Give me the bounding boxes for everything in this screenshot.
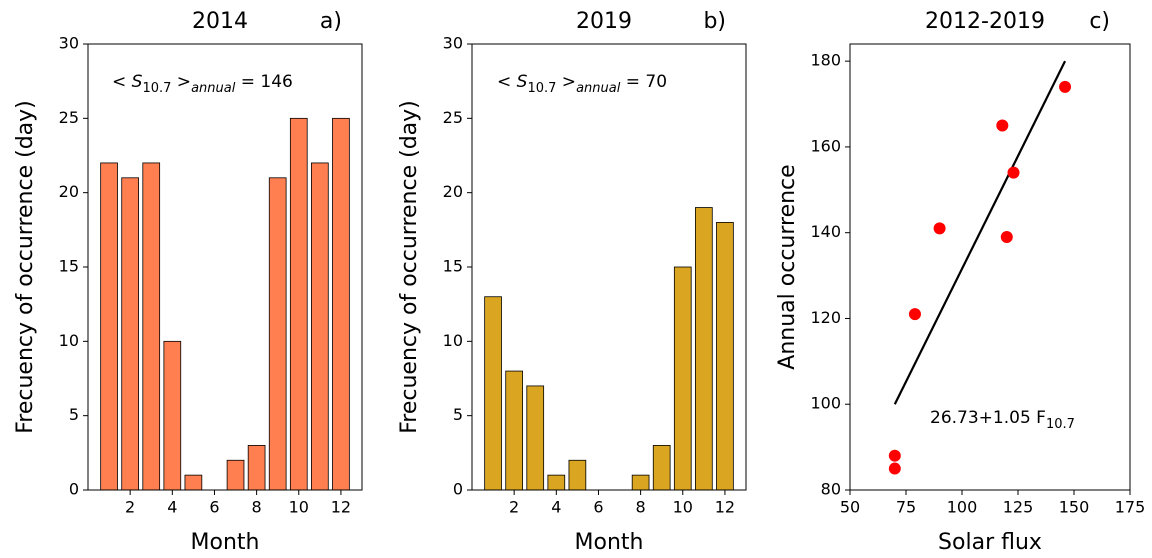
x-tick-label: 10 [289, 498, 309, 517]
x-tick-label: 6 [593, 498, 603, 517]
y-tick-label: 80 [821, 480, 841, 499]
annotation-part: 10.7 [527, 81, 556, 96]
bar [716, 221, 734, 491]
fit-line [893, 60, 1067, 405]
x-tick-label: 2 [509, 498, 519, 517]
x-tick-label: 150 [1059, 498, 1090, 517]
x-tick-label: 125 [1003, 498, 1034, 517]
y-tick-label: 0 [453, 480, 463, 499]
bar [142, 162, 161, 491]
y-tick-label: 20 [59, 182, 79, 201]
annotation-part: > [556, 72, 576, 92]
x-axis-label: Month [191, 530, 260, 555]
y-tick-label: 15 [443, 257, 463, 276]
y-tick-label: 20 [443, 182, 463, 201]
chart-title: 2012-2019 [925, 9, 1045, 34]
bar [332, 117, 350, 491]
bar [505, 370, 523, 491]
bar [673, 266, 692, 491]
bar [311, 162, 329, 491]
chart-title: 2019 [576, 9, 632, 34]
y-tick-label: 10 [59, 331, 79, 350]
bar [484, 296, 502, 491]
x-tick-label: 2 [125, 498, 135, 517]
x-tick-label: 10 [673, 498, 693, 517]
y-tick-label: 140 [810, 222, 841, 241]
annotation-part: > [171, 72, 191, 92]
bar [289, 117, 308, 491]
point [996, 119, 1009, 132]
x-tick-label: 175 [1115, 498, 1146, 517]
x-axis-label: Solar flux [938, 530, 1042, 555]
annotation-part: 10.7 [142, 81, 171, 96]
x-tick-label: 50 [840, 498, 860, 517]
x-tick-label: 12 [715, 498, 735, 517]
bar [695, 207, 713, 491]
annotation-part: < [112, 72, 132, 92]
annotation-part: S [517, 72, 528, 92]
bar [121, 177, 139, 491]
point [908, 308, 921, 321]
annotation: 26.73+1.05 F10.7 [930, 408, 1075, 432]
x-tick-label: 4 [167, 498, 177, 517]
bar [526, 385, 545, 491]
x-tick-label: 4 [551, 498, 561, 517]
y-tick-label: 25 [59, 108, 79, 127]
bar [247, 444, 266, 491]
annotation-part: < [497, 72, 517, 92]
y-tick-label: 180 [810, 51, 841, 70]
y-tick-label: 30 [443, 34, 463, 53]
y-tick-label: 25 [443, 108, 463, 127]
y-tick-label: 15 [59, 257, 79, 276]
x-tick-label: 100 [947, 498, 978, 517]
annotation-part: = 70 [620, 72, 667, 92]
bar [100, 162, 118, 491]
y-tick-label: 30 [59, 34, 79, 53]
point [933, 222, 946, 235]
chart-title: 2014 [192, 9, 248, 34]
annotation-part: = 146 [235, 72, 293, 92]
x-tick-label: 6 [209, 498, 219, 517]
x-tick-label: 75 [896, 498, 916, 517]
y-axis-label: Frecuency of occurrence (day) [397, 100, 422, 434]
bar [631, 474, 650, 491]
panel-label: a) [320, 9, 342, 34]
bar [547, 474, 566, 491]
annotation-part: annual [191, 81, 236, 96]
annotation-part: 26.73+1.05 F [930, 408, 1046, 428]
bar [652, 444, 671, 491]
y-tick-label: 160 [810, 136, 841, 155]
point [1000, 230, 1013, 243]
y-tick-label: 120 [810, 308, 841, 327]
y-axis-label: Frecuency of occurrence (day) [13, 100, 38, 434]
bar [184, 474, 203, 491]
x-axis-label: Month [575, 530, 644, 555]
point [888, 462, 901, 475]
y-tick-label: 5 [453, 405, 463, 424]
axes-frame [849, 43, 1131, 491]
bar [568, 459, 587, 491]
point [1059, 80, 1072, 93]
x-tick-label: 8 [636, 498, 646, 517]
annotation-part: annual [576, 81, 621, 96]
y-axis-label: Annual occurrence [775, 164, 800, 369]
annotation: < S10.7 >annual = 146 [112, 72, 293, 96]
bar [163, 340, 182, 491]
bar [226, 459, 245, 491]
y-tick-label: 100 [810, 394, 841, 413]
panel-label: c) [1089, 9, 1110, 34]
point [1007, 166, 1020, 179]
annotation-part: 10.7 [1046, 417, 1075, 432]
point [888, 449, 901, 462]
panel-label: b) [703, 9, 726, 34]
annotation-part: S [132, 72, 143, 92]
y-tick-label: 5 [69, 405, 79, 424]
x-tick-label: 8 [252, 498, 262, 517]
y-tick-label: 10 [443, 331, 463, 350]
x-tick-label: 12 [331, 498, 351, 517]
y-tick-label: 0 [69, 480, 79, 499]
bar [268, 177, 287, 491]
annotation: < S10.7 >annual = 70 [497, 72, 667, 96]
